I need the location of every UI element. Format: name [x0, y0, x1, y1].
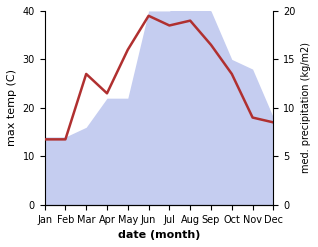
- Y-axis label: med. precipitation (kg/m2): med. precipitation (kg/m2): [301, 42, 311, 173]
- Y-axis label: max temp (C): max temp (C): [7, 69, 17, 146]
- X-axis label: date (month): date (month): [118, 230, 200, 240]
